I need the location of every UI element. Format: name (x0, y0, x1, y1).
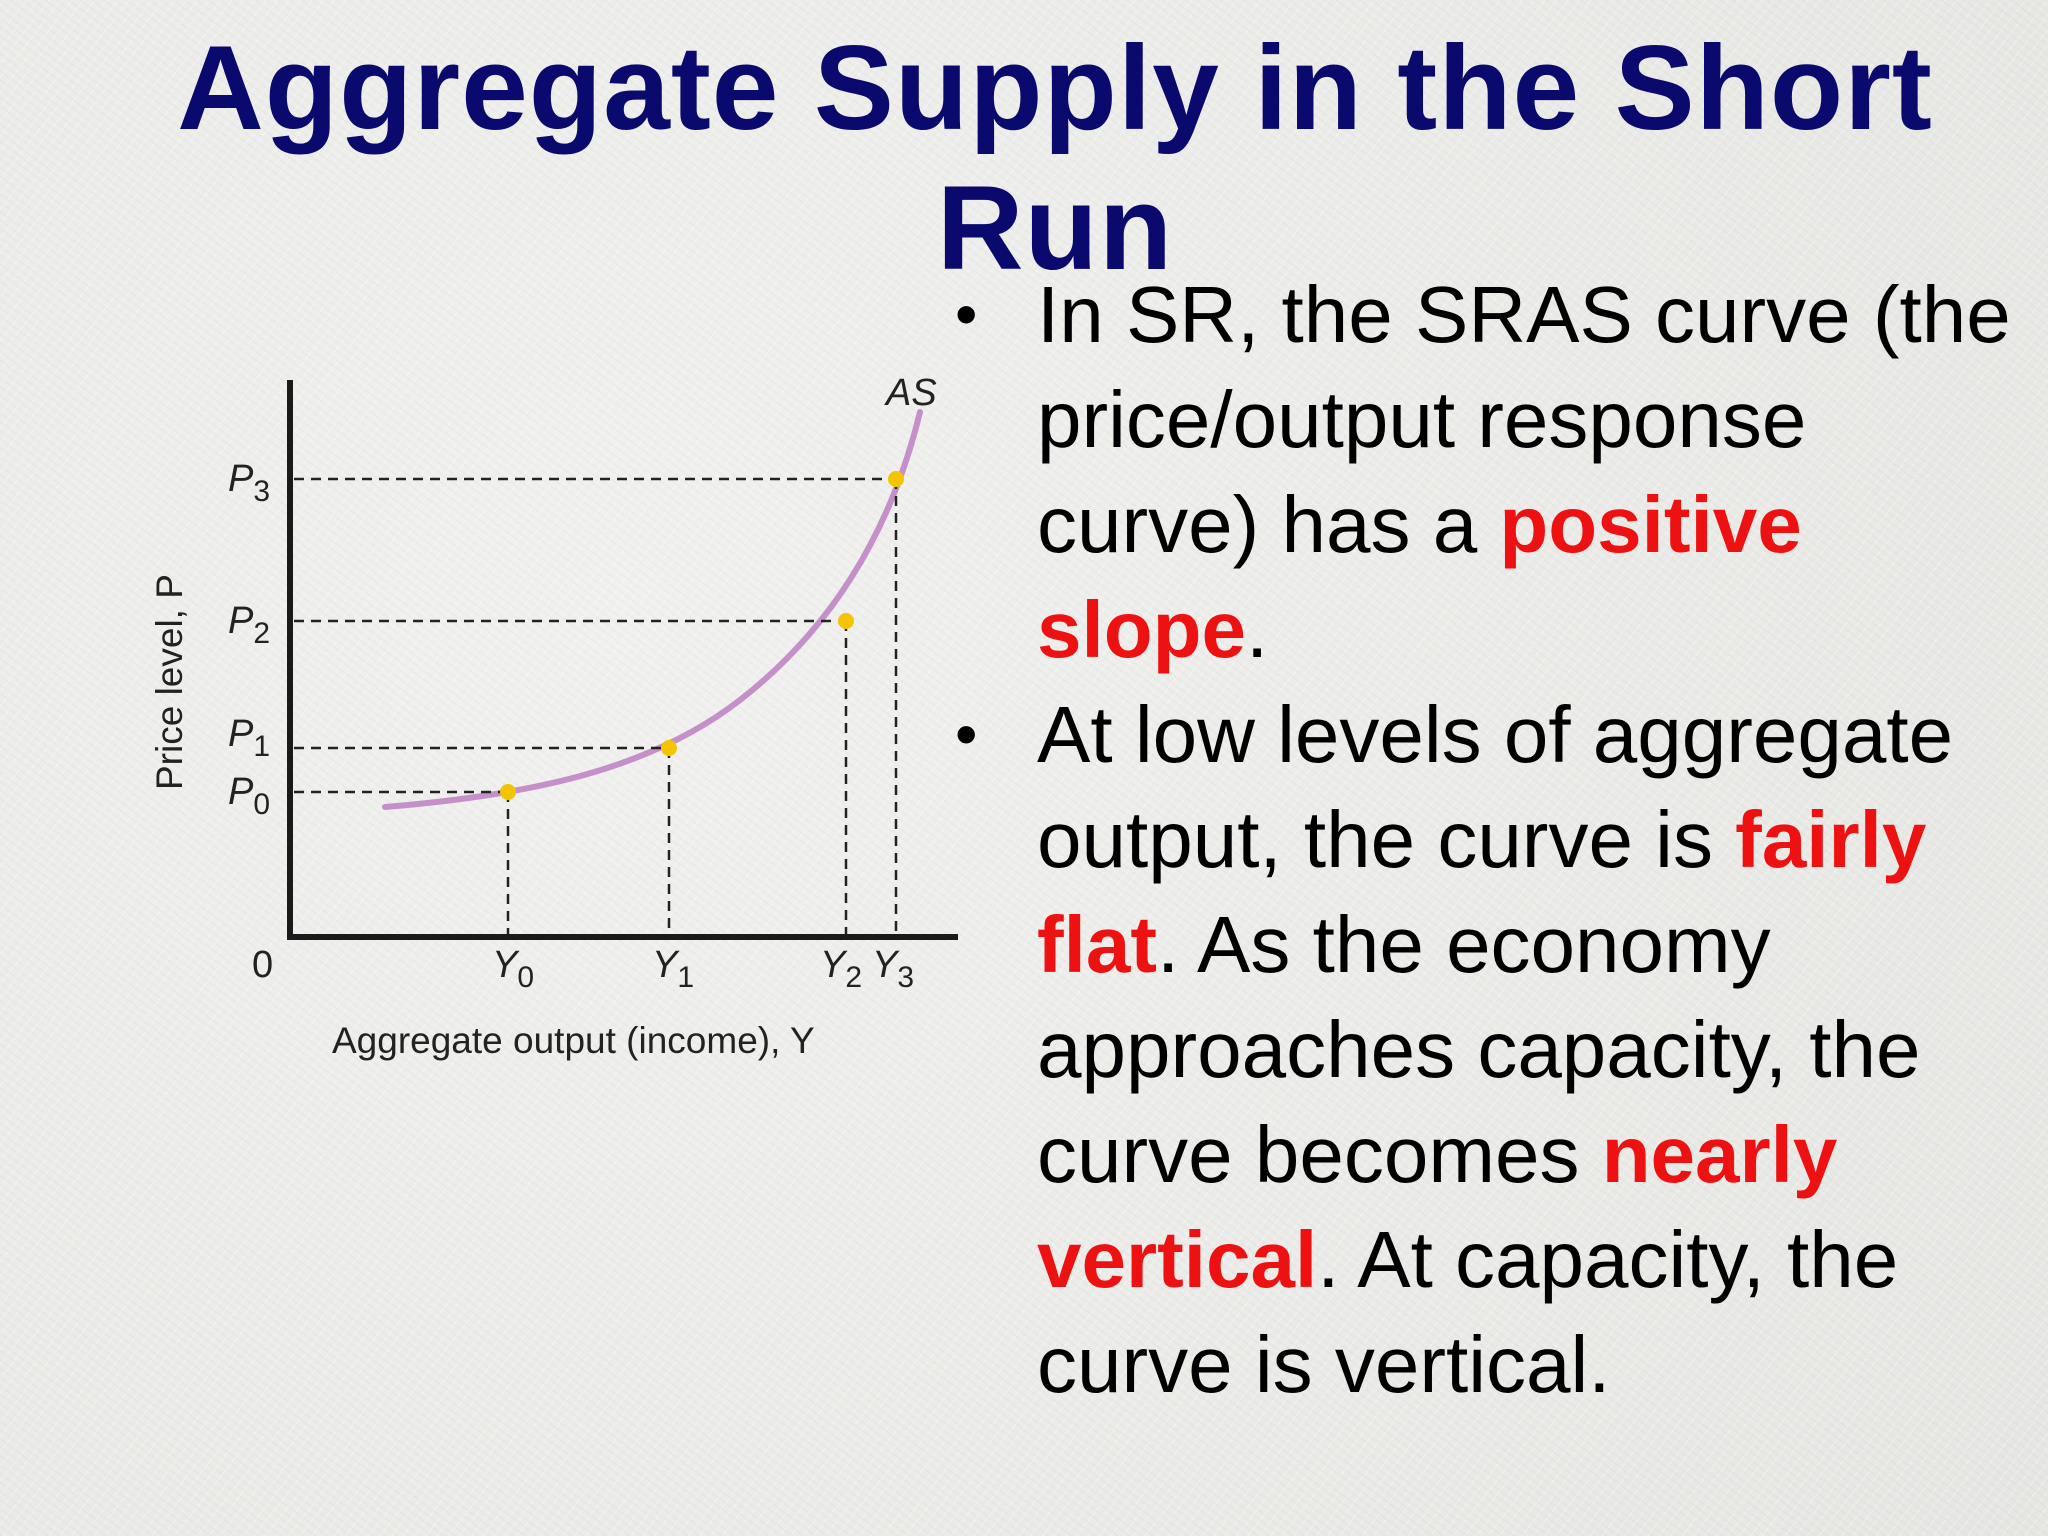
bullet-list: • In SR, the SRAS curve (the price/output… (955, 262, 2035, 1417)
bullet-text: . As the economy approaches capacity, th… (1037, 900, 1921, 1199)
bullet-text: At low levels of aggregate output, the c… (1037, 690, 1954, 884)
y-tick-subscript: 0 (253, 788, 270, 821)
x-tick-label-y2: Y2 (820, 944, 862, 994)
x-axis-title: Aggregate output (income), Y (332, 1020, 815, 1061)
x-tick-letter: Y (492, 944, 520, 986)
y-tick-letter: P (228, 771, 254, 813)
x-tick-label-y0: Y0 (492, 944, 534, 994)
y-tick-letter: P (228, 458, 254, 500)
origin-label: 0 (252, 944, 273, 986)
y-tick-letter: P (228, 600, 254, 642)
bullet-item: • At low levels of aggregate output, the … (955, 682, 2035, 1417)
x-tick-subscript: 1 (677, 961, 694, 994)
x-tick-letter: Y (652, 944, 680, 986)
highlight-text: fairly flat (1037, 795, 1927, 989)
y-tick-label-p2: P2 (228, 600, 270, 650)
y-axis-title: Price level, P (149, 574, 190, 790)
y-tick-label-p3: P3 (228, 458, 270, 508)
bullet-marker: • (955, 278, 978, 350)
x-tick-subscript: 2 (845, 961, 862, 994)
x-tick-subscript: 3 (897, 961, 914, 994)
x-tick-label-y3: Y3 (872, 944, 914, 994)
x-tick-letter: Y (872, 944, 900, 986)
series-label-as: AS (884, 372, 937, 414)
equilibrium-point-2 (838, 613, 854, 629)
equilibrium-point-0 (500, 784, 516, 800)
y-tick-label-p1: P1 (228, 713, 270, 763)
highlight-text: nearly vertical (1037, 1110, 1838, 1304)
as-chart: P0 P1 P2 P3 Y0 Y1 Y2 Y3 0 AS Aggregate output (inc… (130, 355, 970, 1095)
y-tick-label-p0: P0 (228, 771, 270, 821)
y-tick-subscript: 2 (253, 617, 270, 650)
equilibrium-point-3 (888, 471, 904, 487)
y-tick-subscript: 3 (253, 475, 270, 508)
y-tick-subscript: 1 (253, 730, 270, 763)
bullet-marker: • (955, 698, 978, 770)
bullet-text: . (1245, 585, 1269, 674)
x-tick-letter: Y (820, 944, 848, 986)
bullet-text: . At capacity, the curve is vertical. (1037, 1215, 1899, 1409)
x-tick-label-y1: Y1 (652, 944, 694, 994)
highlight-text: positive slope (1037, 480, 1802, 674)
x-tick-subscript: 0 (517, 961, 534, 994)
bullet-item: • In SR, the SRAS curve (the price/output… (955, 262, 2035, 682)
slide-title: Aggregate Supply in the Short Run (177, 21, 1933, 295)
equilibrium-point-1 (661, 740, 677, 756)
bullet-text: In SR, the SRAS curve (the price/output … (1037, 270, 2011, 569)
y-tick-letter: P (228, 713, 254, 755)
